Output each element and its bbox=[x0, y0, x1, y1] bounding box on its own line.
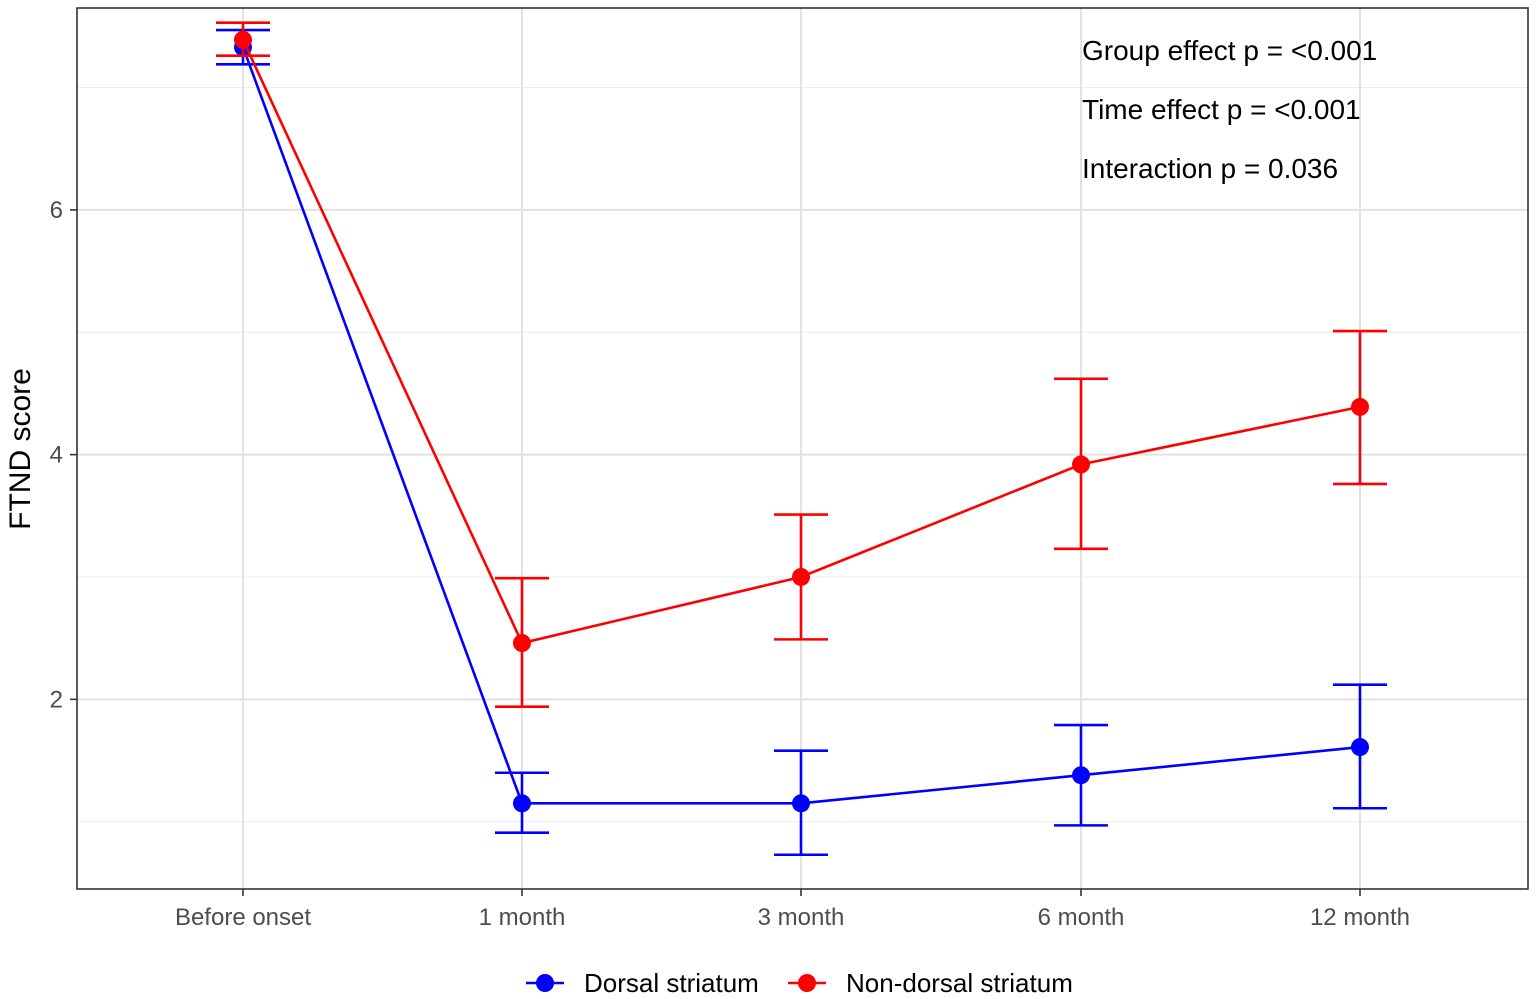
y-tick-label: 4 bbox=[50, 442, 63, 469]
legend-key-point-non-dorsal bbox=[798, 974, 816, 992]
x-tick-label: 6 month bbox=[1038, 904, 1125, 931]
legend-item-dorsal: Dorsal striatum bbox=[526, 968, 759, 998]
plot-panel-border bbox=[76, 7, 1529, 890]
y-tick-label: 2 bbox=[50, 686, 63, 713]
legend-label-non-dorsal: Non-dorsal striatum bbox=[846, 968, 1073, 998]
legend-item-non-dorsal: Non-dorsal striatum bbox=[788, 968, 1073, 998]
data-point bbox=[1351, 397, 1369, 416]
y-axis: 2 4 6 bbox=[50, 197, 77, 713]
data-point bbox=[1072, 766, 1090, 785]
x-axis: Before onset 1 month 3 month 6 month 12 mont… bbox=[175, 889, 1410, 931]
x-tick-label: 1 month bbox=[479, 904, 566, 931]
data-point bbox=[1072, 455, 1090, 474]
x-tick-label: 12 month bbox=[1310, 904, 1410, 931]
annotation-group-effect: Group effect p = <0.001 bbox=[1082, 35, 1377, 66]
series-non-dorsal-striatum bbox=[216, 21, 1387, 708]
data-point bbox=[1351, 738, 1369, 757]
series-layer bbox=[216, 21, 1387, 857]
annotation-interaction: Interaction p = 0.036 bbox=[1082, 153, 1338, 184]
annotation-time-effect: Time effect p = <0.001 bbox=[1082, 94, 1361, 125]
y-axis-title: FTND score bbox=[4, 368, 37, 530]
data-point bbox=[513, 794, 531, 813]
legend-key-point-dorsal bbox=[536, 974, 554, 992]
x-tick-label: Before onset bbox=[175, 904, 311, 931]
data-point bbox=[792, 567, 810, 586]
data-point bbox=[792, 794, 810, 813]
legend-label-dorsal: Dorsal striatum bbox=[584, 968, 759, 998]
major-gridlines bbox=[77, 8, 1528, 889]
data-point bbox=[234, 30, 252, 49]
y-tick-label: 6 bbox=[50, 197, 63, 224]
legend: Dorsal striatum Non-dorsal striatum bbox=[526, 968, 1073, 998]
data-point bbox=[513, 634, 531, 653]
x-tick-label: 3 month bbox=[758, 904, 845, 931]
minor-gridlines bbox=[77, 87, 1528, 823]
